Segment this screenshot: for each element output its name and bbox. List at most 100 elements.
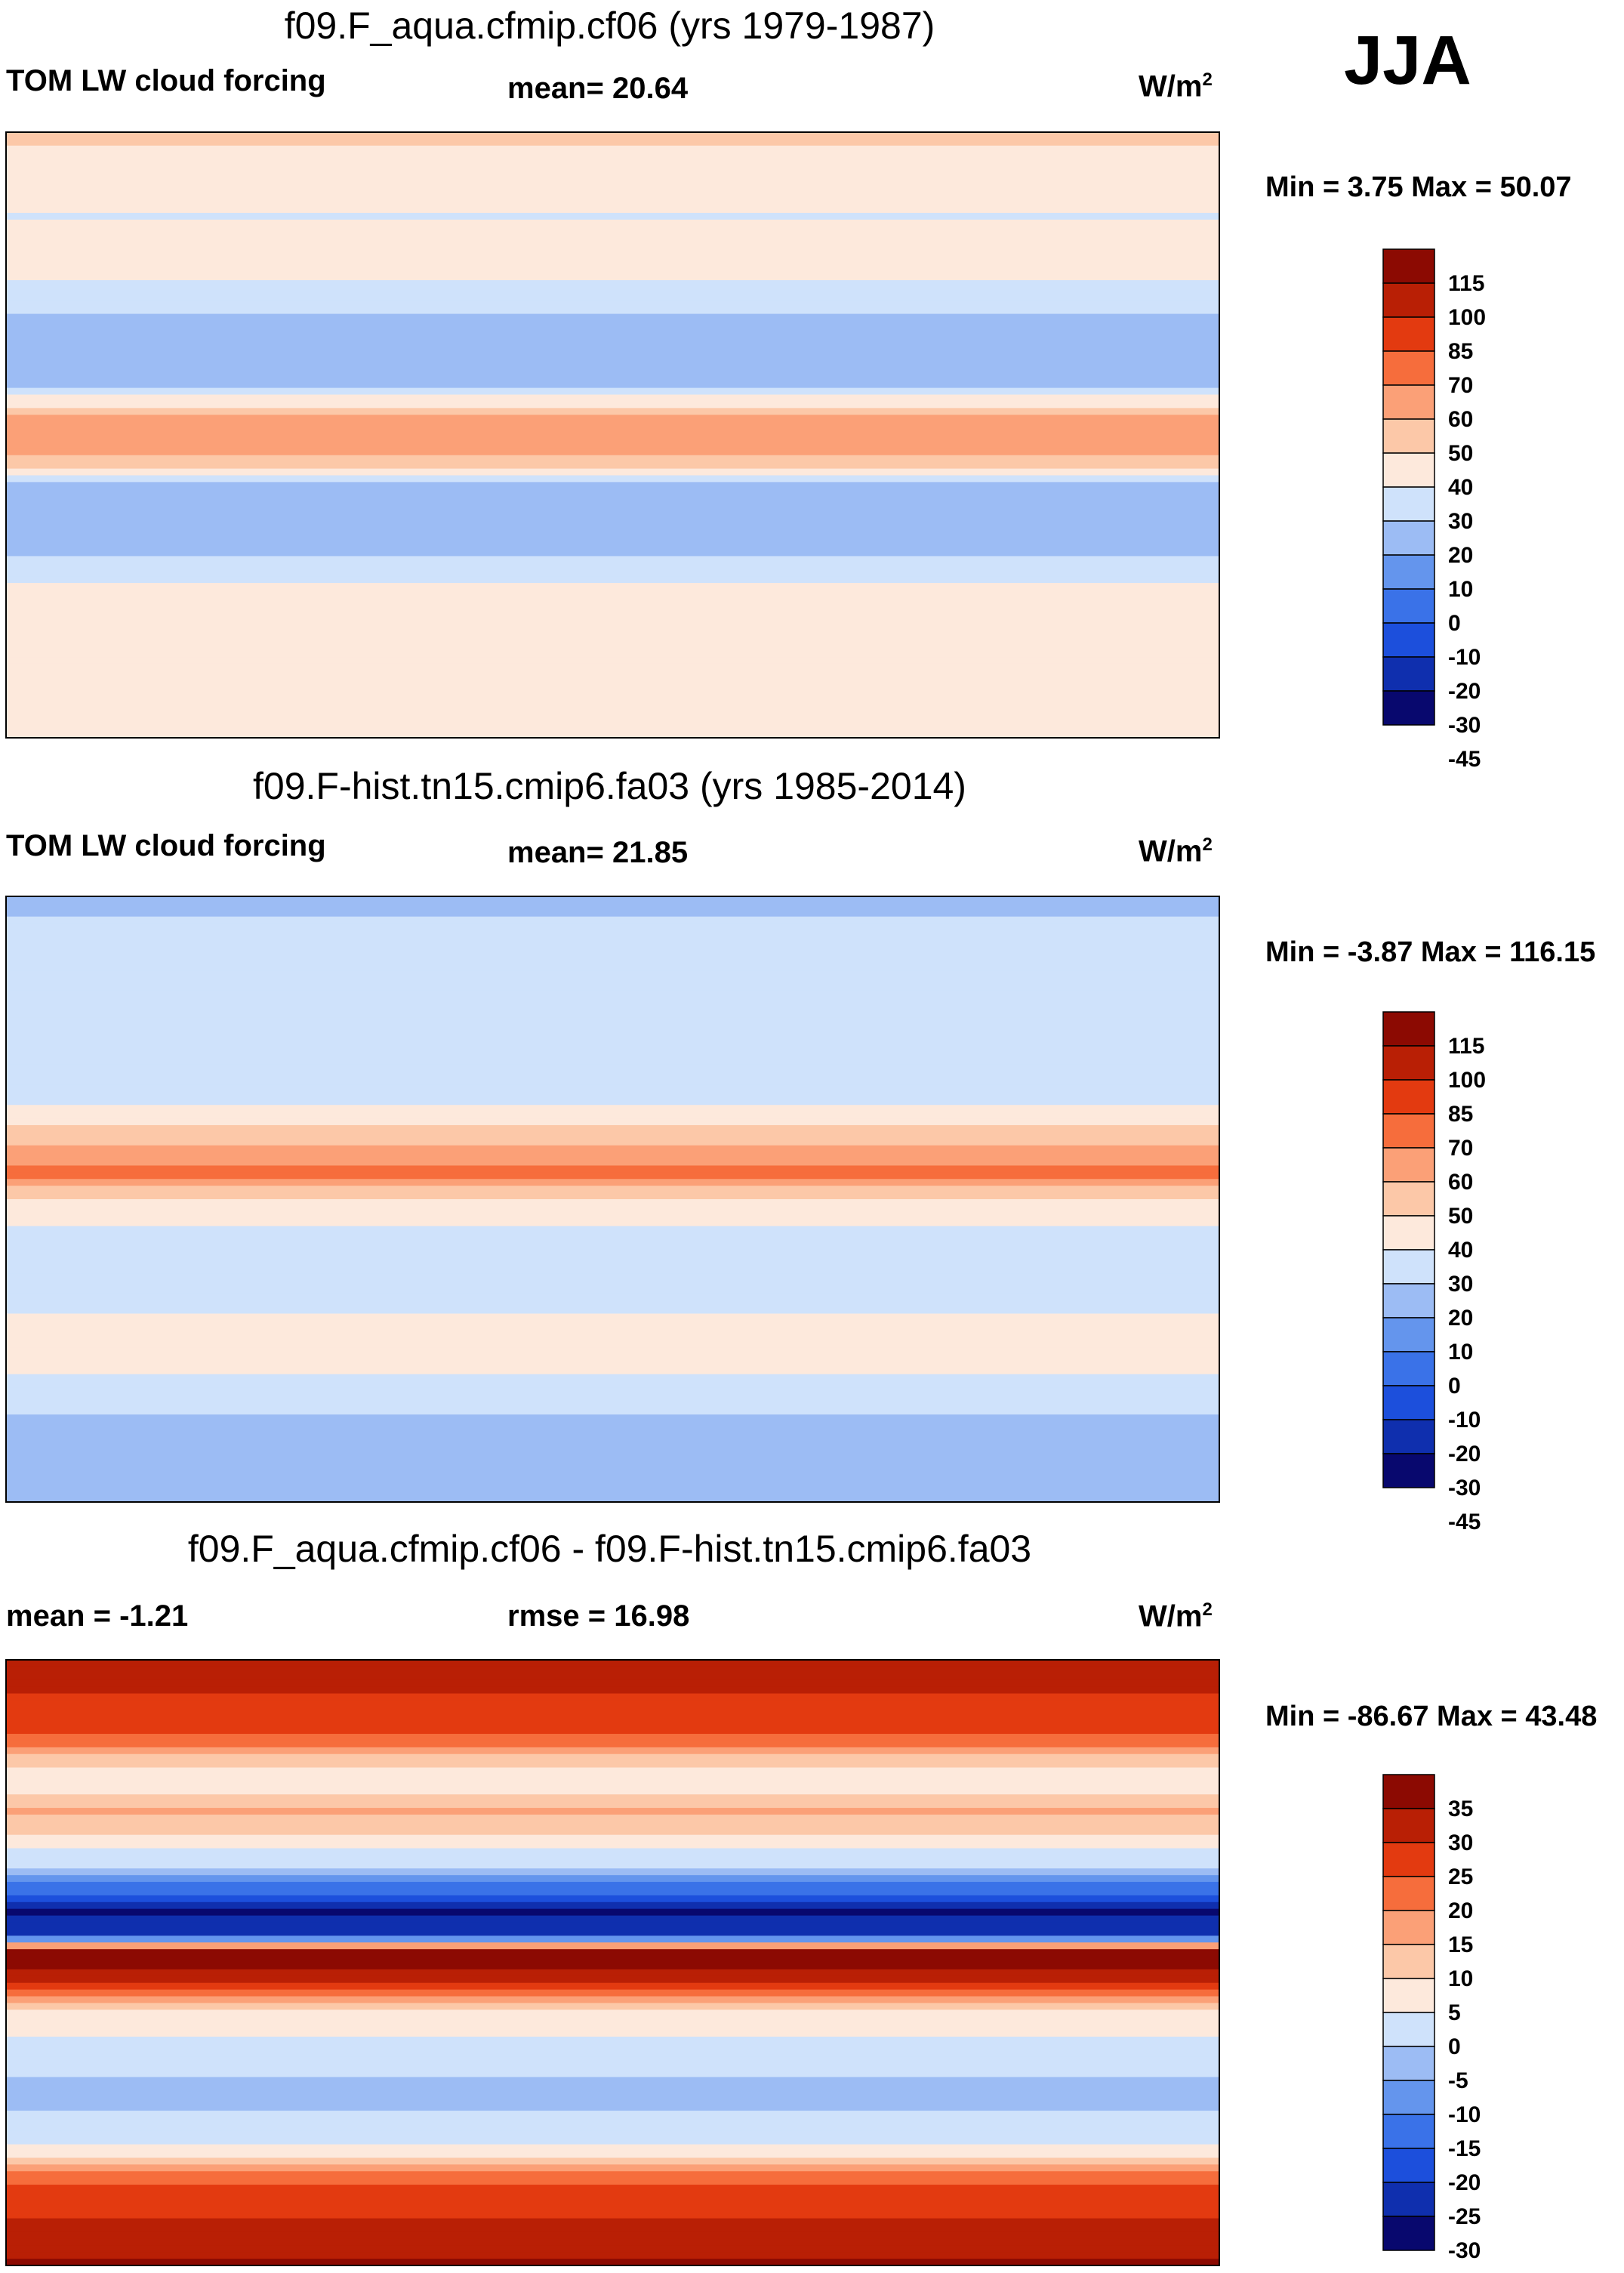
colorbar-label: 25 bbox=[1448, 1864, 1473, 1889]
zonal-band bbox=[6, 1475, 1219, 1483]
zonal-band bbox=[6, 1084, 1219, 1093]
zonal-band bbox=[6, 997, 1219, 1005]
colorbar-label: 85 bbox=[1448, 1102, 1473, 1127]
zonal-band bbox=[6, 293, 1219, 301]
zonal-band bbox=[6, 1482, 1219, 1489]
zonal-band bbox=[6, 2037, 1219, 2044]
zonal-band bbox=[6, 1781, 1219, 1789]
zonal-band bbox=[6, 1707, 1219, 1715]
zonal-band bbox=[6, 1441, 1219, 1449]
zonal-band bbox=[6, 670, 1219, 678]
zonal-band bbox=[6, 683, 1219, 692]
zonal-band bbox=[6, 1821, 1219, 1829]
zonal-band bbox=[6, 1401, 1219, 1409]
colorbar-label: 30 bbox=[1448, 1830, 1473, 1855]
colorbar-label: 10 bbox=[1448, 1340, 1473, 1365]
zonal-band bbox=[6, 2111, 1219, 2118]
zonal-band bbox=[6, 1787, 1219, 1796]
zonal-band bbox=[6, 1273, 1219, 1281]
zonal-band bbox=[6, 1360, 1219, 1368]
zonal-band bbox=[6, 1774, 1219, 1782]
zonal-band bbox=[6, 1922, 1219, 1930]
zonal-band bbox=[6, 2056, 1219, 2065]
zonal-band bbox=[6, 206, 1219, 214]
zonal-band bbox=[6, 1720, 1219, 1728]
colorbar-label: -10 bbox=[1448, 2102, 1481, 2127]
colorbar-label: -30 bbox=[1448, 713, 1481, 738]
zonal-band bbox=[6, 226, 1219, 234]
panel2-minmax: Min = -3.87 Max = 116.15 bbox=[1265, 936, 1596, 968]
colorbar-box bbox=[1382, 622, 1435, 658]
zonal-band bbox=[6, 354, 1219, 362]
zonal-band bbox=[6, 731, 1219, 739]
zonal-band bbox=[6, 428, 1219, 436]
zonal-band bbox=[6, 1038, 1219, 1045]
zonal-band bbox=[6, 475, 1219, 483]
zonal-band bbox=[6, 1158, 1219, 1167]
zonal-band bbox=[6, 2197, 1219, 2206]
zonal-band bbox=[6, 1956, 1219, 1963]
zonal-band bbox=[6, 468, 1219, 476]
zonal-band bbox=[6, 2178, 1219, 2185]
zonal-band bbox=[6, 1098, 1219, 1106]
colorbar-label: 5 bbox=[1448, 2000, 1461, 2025]
zonal-band bbox=[6, 711, 1219, 719]
zonal-band bbox=[6, 2238, 1219, 2247]
zonal-band bbox=[6, 246, 1219, 254]
colorbar-label: 20 bbox=[1448, 1306, 1473, 1331]
colorbar-box bbox=[1382, 690, 1435, 726]
panel2-title: f09.F-hist.tn15.cmip6.fa03 (yrs 1985-201… bbox=[253, 765, 966, 807]
colorbar-label: 30 bbox=[1448, 509, 1473, 534]
colorbar-label: 0 bbox=[1448, 1374, 1461, 1399]
panel2-variable-label: TOM LW cloud forcing bbox=[6, 829, 326, 862]
zonal-band bbox=[6, 387, 1219, 396]
zonal-band bbox=[6, 697, 1219, 705]
colorbar-box bbox=[1382, 350, 1435, 386]
zonal-band bbox=[6, 2204, 1219, 2213]
colorbar-label: 20 bbox=[1448, 1898, 1473, 1923]
zonal-band bbox=[6, 1057, 1219, 1066]
colorbar-box bbox=[1382, 2046, 1435, 2081]
zonal-band bbox=[6, 1942, 1219, 1950]
zonal-band bbox=[6, 2218, 1219, 2226]
colorbar-box bbox=[1382, 282, 1435, 318]
zonal-band bbox=[6, 1017, 1219, 1025]
zonal-band bbox=[6, 990, 1219, 998]
panel2-units-label: W/m2 bbox=[1139, 834, 1213, 868]
colorbar-label: 50 bbox=[1448, 441, 1473, 466]
zonal-band bbox=[6, 1461, 1219, 1470]
zonal-band bbox=[6, 1929, 1219, 1937]
zonal-band bbox=[6, 1801, 1219, 1809]
colorbar-label: 115 bbox=[1448, 271, 1484, 296]
zonal-band bbox=[6, 286, 1219, 295]
colorbar-box bbox=[1382, 1385, 1435, 1420]
zonal-band bbox=[6, 2185, 1219, 2192]
colorbar-label: -20 bbox=[1448, 1442, 1481, 1467]
zonal-band bbox=[6, 253, 1219, 261]
zonal-band bbox=[6, 327, 1219, 335]
zonal-band bbox=[6, 609, 1219, 618]
zonal-band bbox=[6, 2151, 1219, 2159]
zonal-band bbox=[6, 1861, 1219, 1870]
colorbar-label: 50 bbox=[1448, 1204, 1473, 1229]
panel1-title: f09.F_aqua.cfmip.cf06 (yrs 1979-1987) bbox=[284, 5, 935, 47]
colorbar-label: -5 bbox=[1448, 2068, 1468, 2093]
zonal-band bbox=[6, 650, 1219, 658]
colorbar-label: 100 bbox=[1448, 305, 1486, 330]
zonal-band bbox=[6, 1495, 1219, 1503]
zonal-band bbox=[6, 1794, 1219, 1802]
zonal-band bbox=[6, 1700, 1219, 1708]
zonal-band bbox=[6, 1975, 1219, 1984]
zonal-band bbox=[6, 1300, 1219, 1308]
colorbar-label: 20 bbox=[1448, 543, 1473, 568]
zonal-band bbox=[6, 583, 1219, 591]
zonal-band bbox=[6, 495, 1219, 503]
zonal-band bbox=[6, 360, 1219, 369]
zonal-band bbox=[6, 2157, 1219, 2166]
zonal-band bbox=[6, 2077, 1219, 2085]
zonal-band bbox=[6, 1454, 1219, 1463]
zonal-band bbox=[6, 643, 1219, 651]
zonal-band bbox=[6, 132, 1219, 140]
